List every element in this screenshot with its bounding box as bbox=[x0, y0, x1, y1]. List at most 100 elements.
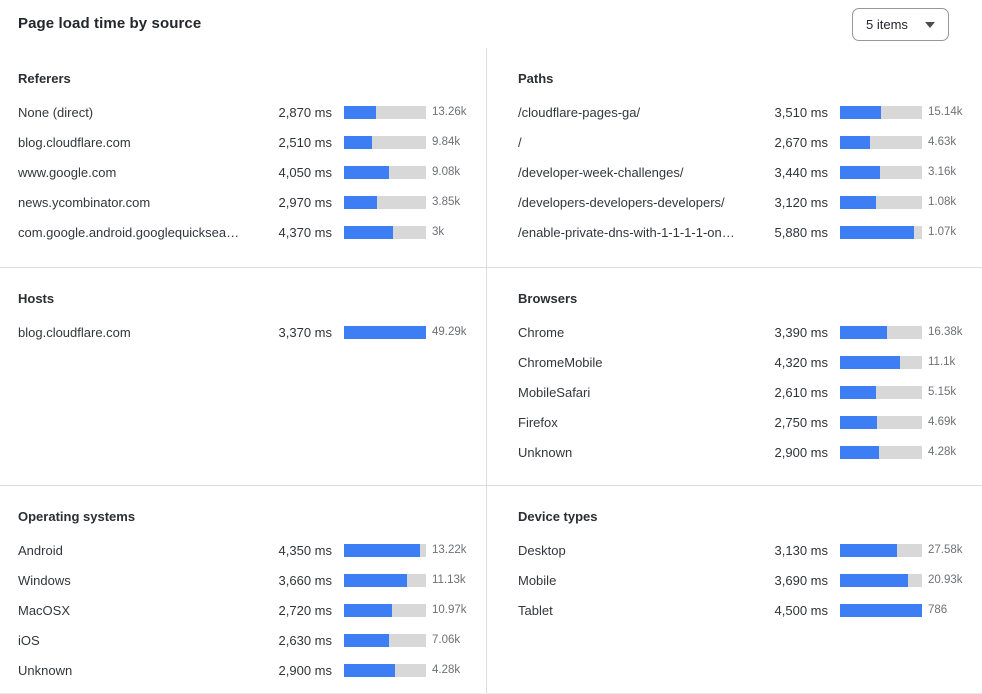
bar-track bbox=[840, 385, 922, 399]
bar-fill bbox=[840, 225, 914, 239]
row-ms-value: 2,610 ms bbox=[774, 384, 828, 400]
metric-row[interactable]: None (direct) 2,870 ms 13.26k bbox=[18, 97, 478, 127]
row-label: /cloudflare-pages-ga/ bbox=[518, 104, 641, 120]
bar-track bbox=[344, 663, 426, 677]
bar-track bbox=[344, 225, 426, 239]
bar-fill bbox=[840, 105, 881, 119]
row-label: Android bbox=[18, 542, 63, 558]
bar-fill bbox=[344, 603, 392, 617]
panel-hosts: Hosts blog.cloudflare.com 3,370 ms 49.29… bbox=[0, 268, 486, 485]
row-label: Firefox bbox=[518, 414, 558, 430]
metric-row[interactable]: /enable-private-dns-with-1-1-1-1-on-… 5,… bbox=[518, 217, 974, 247]
row-count: 4.28k bbox=[432, 664, 461, 676]
browsers-title: Browsers bbox=[518, 291, 578, 306]
bar-fill bbox=[840, 543, 898, 557]
row-ms-value: 5,880 ms bbox=[774, 224, 828, 240]
bar-track bbox=[840, 135, 922, 149]
bar-track bbox=[344, 135, 426, 149]
bar-fill bbox=[840, 195, 877, 209]
metric-row[interactable]: Unknown 2,900 ms 4.28k bbox=[18, 655, 478, 685]
row-count: 7.06k bbox=[432, 634, 461, 646]
row-label: Windows bbox=[18, 572, 71, 588]
bar-track bbox=[344, 543, 426, 557]
bar-fill bbox=[344, 573, 408, 587]
bar-track bbox=[344, 165, 426, 179]
metric-row[interactable]: / 2,670 ms 4.63k bbox=[518, 127, 974, 157]
row-label: /developer-week-challenges/ bbox=[518, 164, 684, 180]
bar-track bbox=[840, 225, 922, 239]
metric-row[interactable]: Unknown 2,900 ms 4.28k bbox=[518, 437, 974, 467]
panel-paths: Paths /cloudflare-pages-ga/ 3,510 ms 15.… bbox=[486, 48, 982, 267]
bar-fill bbox=[344, 225, 394, 239]
row-ms-value: 2,720 ms bbox=[278, 602, 332, 618]
device-types-title: Device types bbox=[518, 509, 598, 524]
bar-fill bbox=[344, 663, 395, 677]
row-ms-value: 2,630 ms bbox=[278, 632, 332, 648]
bar-track bbox=[840, 543, 922, 557]
row-label: Mobile bbox=[518, 572, 557, 588]
metric-row[interactable]: blog.cloudflare.com 2,510 ms 9.84k bbox=[18, 127, 478, 157]
row-label: Unknown bbox=[518, 444, 573, 460]
row-label: None (direct) bbox=[18, 104, 94, 120]
row-label: Unknown bbox=[18, 662, 73, 678]
row-label: blog.cloudflare.com bbox=[18, 134, 131, 150]
paths-title: Paths bbox=[518, 71, 554, 86]
row-count: 4.69k bbox=[928, 416, 957, 428]
metric-row[interactable]: Windows 3,660 ms 11.13k bbox=[18, 565, 478, 595]
row-ms-value: 3,120 ms bbox=[774, 194, 828, 210]
bar-fill bbox=[344, 633, 390, 647]
row-ms-value: 2,510 ms bbox=[278, 134, 332, 150]
metric-row[interactable]: /developers-developers-developers/ 3,120… bbox=[518, 187, 974, 217]
metric-row[interactable]: news.ycombinator.com 2,970 ms 3.85k bbox=[18, 187, 478, 217]
row-label: com.google.android.googlequicksearc… bbox=[18, 224, 240, 240]
row-count: 9.08k bbox=[432, 166, 461, 178]
metric-row[interactable]: www.google.com 4,050 ms 9.08k bbox=[18, 157, 478, 187]
bar-track bbox=[344, 573, 426, 587]
row-ms-value: 3,510 ms bbox=[774, 104, 828, 120]
row-ms-value: 3,690 ms bbox=[774, 572, 828, 588]
row-ms-value: 4,050 ms bbox=[278, 164, 332, 180]
row-count: 11.1k bbox=[928, 356, 956, 368]
metric-row[interactable]: Tablet 4,500 ms 786 bbox=[518, 595, 974, 625]
metric-row[interactable]: com.google.android.googlequicksearc… 4,3… bbox=[18, 217, 478, 247]
row-count: 27.58k bbox=[928, 544, 963, 556]
row-ms-value: 4,500 ms bbox=[774, 602, 828, 618]
row-ms-value: 2,750 ms bbox=[774, 414, 828, 430]
row-label: MobileSafari bbox=[518, 384, 591, 400]
metric-row[interactable]: iOS 2,630 ms 7.06k bbox=[18, 625, 478, 655]
row-count: 1.08k bbox=[928, 196, 957, 208]
row-count: 3.85k bbox=[432, 196, 461, 208]
metric-row[interactable]: Mobile 3,690 ms 20.93k bbox=[518, 565, 974, 595]
row-label: ChromeMobile bbox=[518, 354, 603, 370]
bar-track bbox=[344, 325, 426, 339]
metric-row[interactable]: Desktop 3,130 ms 27.58k bbox=[518, 535, 974, 565]
metric-row[interactable]: Android 4,350 ms 13.22k bbox=[18, 535, 478, 565]
panel-device-types: Device types Desktop 3,130 ms 27.58k Mob… bbox=[486, 486, 982, 693]
metric-row[interactable]: MobileSafari 2,610 ms 5.15k bbox=[518, 377, 974, 407]
bar-fill bbox=[840, 325, 887, 339]
metric-row[interactable]: /developer-week-challenges/ 3,440 ms 3.1… bbox=[518, 157, 974, 187]
band-hosts-browsers: Hosts blog.cloudflare.com 3,370 ms 49.29… bbox=[0, 267, 982, 485]
metric-row[interactable]: /cloudflare-pages-ga/ 3,510 ms 15.14k bbox=[518, 97, 974, 127]
row-label: MacOSX bbox=[18, 602, 71, 618]
bar-fill bbox=[840, 415, 877, 429]
panel-referers: Referers None (direct) 2,870 ms 13.26k b… bbox=[0, 48, 486, 267]
row-count: 3.16k bbox=[928, 166, 957, 178]
metric-row[interactable]: MacOSX 2,720 ms 10.97k bbox=[18, 595, 478, 625]
metric-row[interactable]: Chrome 3,390 ms 16.38k bbox=[518, 317, 974, 347]
row-label: blog.cloudflare.com bbox=[18, 324, 131, 340]
row-label: /enable-private-dns-with-1-1-1-1-on-… bbox=[518, 224, 736, 240]
row-count: 5.15k bbox=[928, 386, 957, 398]
metric-row[interactable]: Firefox 2,750 ms 4.69k bbox=[518, 407, 974, 437]
band-os-devices: Operating systems Android 4,350 ms 13.22… bbox=[0, 485, 982, 694]
row-label: / bbox=[518, 134, 522, 150]
metric-row[interactable]: ChromeMobile 4,320 ms 11.1k bbox=[518, 347, 974, 377]
row-ms-value: 4,370 ms bbox=[278, 224, 332, 240]
bar-track bbox=[840, 415, 922, 429]
metric-row[interactable]: blog.cloudflare.com 3,370 ms 49.29k bbox=[18, 317, 478, 347]
row-ms-value: 3,440 ms bbox=[774, 164, 828, 180]
bar-track bbox=[840, 445, 922, 459]
row-ms-value: 2,670 ms bbox=[774, 134, 828, 150]
items-count-dropdown[interactable]: 5 items bbox=[852, 8, 949, 41]
